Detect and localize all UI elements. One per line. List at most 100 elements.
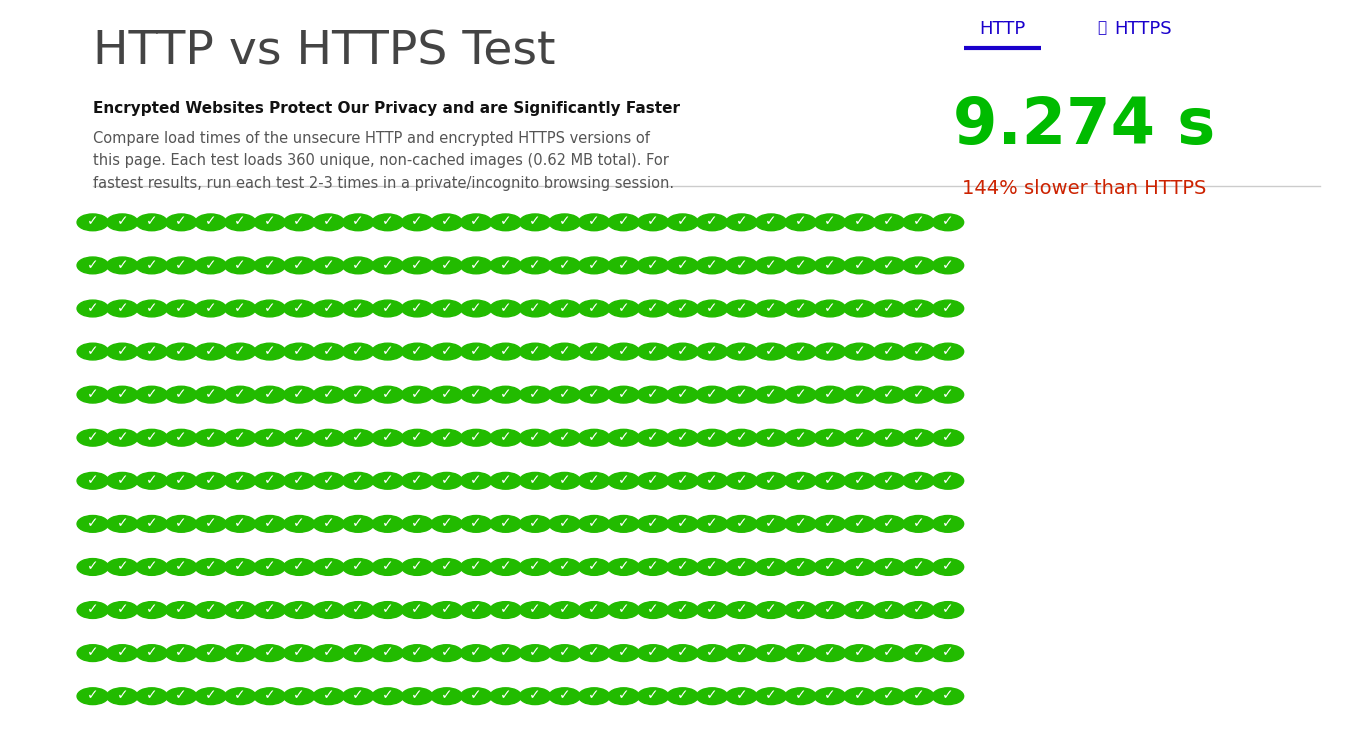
Text: ✓: ✓	[412, 473, 423, 487]
Circle shape	[195, 300, 226, 317]
Text: ✓: ✓	[618, 473, 629, 487]
Circle shape	[608, 214, 640, 231]
Text: ✓: ✓	[116, 344, 128, 358]
Text: ✓: ✓	[913, 688, 925, 703]
Circle shape	[76, 601, 109, 618]
Circle shape	[401, 688, 432, 704]
Circle shape	[873, 601, 904, 618]
Text: ✓: ✓	[382, 645, 393, 660]
Text: ✓: ✓	[176, 602, 187, 616]
Circle shape	[372, 343, 404, 360]
Text: ✓: ✓	[382, 301, 393, 315]
Text: ✓: ✓	[529, 688, 542, 703]
Circle shape	[697, 558, 728, 575]
Circle shape	[461, 688, 492, 704]
Text: ✓: ✓	[382, 214, 393, 229]
Text: ✓: ✓	[471, 602, 481, 616]
Text: ✓: ✓	[323, 516, 334, 530]
Circle shape	[431, 386, 462, 403]
Text: ✓: ✓	[618, 301, 629, 315]
Circle shape	[726, 558, 757, 575]
Circle shape	[578, 644, 610, 661]
Circle shape	[312, 515, 344, 532]
Text: ✓: ✓	[471, 430, 481, 444]
Text: ✓: ✓	[707, 602, 717, 616]
Text: ✓: ✓	[382, 559, 393, 573]
Circle shape	[490, 214, 521, 231]
Circle shape	[372, 601, 404, 618]
Circle shape	[932, 429, 963, 446]
Text: ✓: ✓	[913, 257, 925, 272]
Circle shape	[225, 214, 256, 231]
Text: ✓: ✓	[323, 344, 334, 358]
Circle shape	[756, 214, 787, 231]
Text: ✓: ✓	[499, 430, 512, 444]
Text: ✓: ✓	[382, 688, 393, 703]
Text: ✓: ✓	[235, 301, 246, 315]
Text: ✓: ✓	[235, 559, 246, 573]
Text: ✓: ✓	[883, 602, 895, 616]
Text: ✓: ✓	[648, 430, 659, 444]
Circle shape	[165, 558, 196, 575]
Circle shape	[548, 429, 580, 446]
Text: ✓: ✓	[176, 387, 187, 401]
Text: ✓: ✓	[618, 214, 629, 229]
Circle shape	[284, 472, 315, 489]
Circle shape	[784, 515, 816, 532]
Text: ✓: ✓	[795, 645, 806, 660]
Circle shape	[814, 558, 846, 575]
Text: ✓: ✓	[499, 473, 512, 487]
Circle shape	[254, 429, 285, 446]
Circle shape	[873, 257, 904, 274]
Text: ✓: ✓	[707, 214, 717, 229]
Circle shape	[136, 688, 168, 704]
Text: ✓: ✓	[913, 645, 925, 660]
Circle shape	[431, 429, 462, 446]
Circle shape	[814, 343, 846, 360]
Text: ✓: ✓	[352, 559, 364, 573]
Circle shape	[637, 515, 668, 532]
Circle shape	[490, 601, 521, 618]
Text: ✓: ✓	[824, 257, 836, 272]
Circle shape	[106, 688, 138, 704]
Text: ✓: ✓	[382, 516, 393, 530]
Text: ✓: ✓	[943, 344, 953, 358]
Circle shape	[814, 257, 846, 274]
Text: ✓: ✓	[559, 344, 570, 358]
Circle shape	[254, 558, 285, 575]
Circle shape	[461, 343, 492, 360]
Circle shape	[637, 429, 668, 446]
Text: ✓: ✓	[323, 688, 334, 703]
Text: ✓: ✓	[441, 387, 453, 401]
Text: ✓: ✓	[529, 257, 542, 272]
Text: ✓: ✓	[913, 344, 925, 358]
Text: ✓: ✓	[205, 387, 217, 401]
Text: ✓: ✓	[441, 516, 453, 530]
Text: ✓: ✓	[883, 559, 895, 573]
Text: ✓: ✓	[795, 301, 806, 315]
Circle shape	[254, 644, 285, 661]
Text: ✓: ✓	[263, 301, 276, 315]
Circle shape	[490, 386, 521, 403]
Text: ✓: ✓	[323, 430, 334, 444]
Text: ✓: ✓	[677, 301, 689, 315]
Circle shape	[342, 644, 374, 661]
Text: ✓: ✓	[559, 559, 570, 573]
Circle shape	[932, 472, 963, 489]
Text: ✓: ✓	[765, 214, 777, 229]
Text: ✓: ✓	[412, 645, 423, 660]
Circle shape	[756, 644, 787, 661]
Circle shape	[932, 386, 963, 403]
Text: ✓: ✓	[412, 430, 423, 444]
Text: HTTPS: HTTPS	[1114, 20, 1172, 39]
Circle shape	[461, 472, 492, 489]
Circle shape	[873, 472, 904, 489]
Text: ✓: ✓	[205, 473, 217, 487]
Circle shape	[461, 558, 492, 575]
Circle shape	[372, 558, 404, 575]
Circle shape	[784, 300, 816, 317]
Circle shape	[667, 558, 698, 575]
Circle shape	[873, 515, 904, 532]
Text: ✓: ✓	[293, 473, 306, 487]
Text: ✓: ✓	[146, 344, 158, 358]
